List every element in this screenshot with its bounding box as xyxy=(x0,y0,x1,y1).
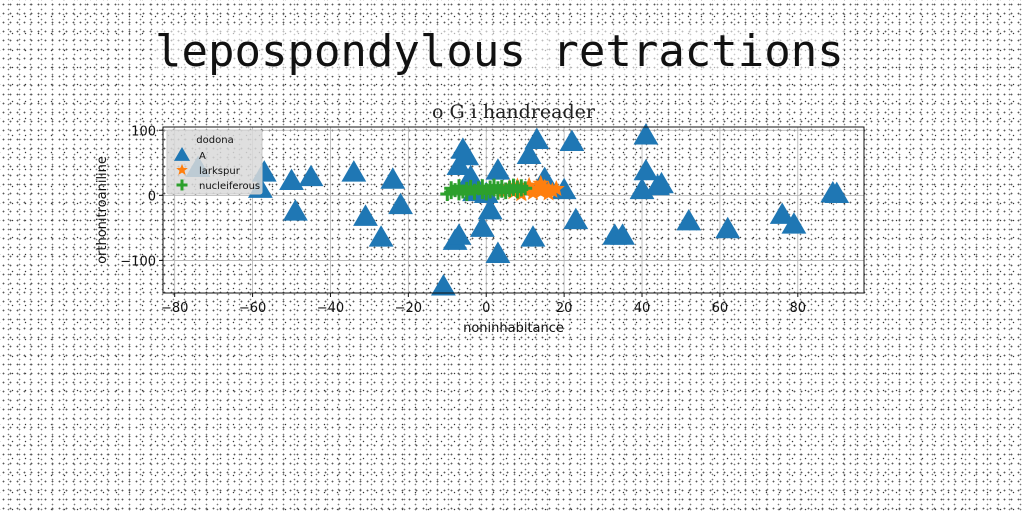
x-tick-label: −60 xyxy=(239,301,266,316)
data-point xyxy=(298,164,324,187)
data-point xyxy=(769,202,795,224)
x-tick-label: −40 xyxy=(317,301,344,316)
series-layer xyxy=(185,123,850,296)
data-point xyxy=(548,180,565,196)
y-tick-label: −100 xyxy=(120,254,156,269)
data-point xyxy=(516,142,542,164)
legend-label: larkspur xyxy=(199,166,241,177)
y-tick-label: 0 xyxy=(148,189,156,204)
legend-title: dodona xyxy=(196,135,233,146)
data-point xyxy=(283,199,308,221)
data-point xyxy=(649,171,674,194)
x-tick-label: 60 xyxy=(712,301,729,316)
data-point xyxy=(446,223,472,245)
data-point xyxy=(458,164,484,187)
data-point xyxy=(518,181,533,196)
legend-marker xyxy=(173,146,191,161)
data-point xyxy=(633,123,659,145)
legend-label: A xyxy=(199,151,206,162)
legend-marker xyxy=(176,163,188,175)
data-point xyxy=(469,215,495,237)
x-axis-label: noninhabitance xyxy=(463,321,564,336)
data-point xyxy=(388,192,413,215)
data-point xyxy=(563,207,589,230)
y-axis-label: orthonitroaniline xyxy=(95,156,110,264)
data-point xyxy=(520,225,546,247)
data-point xyxy=(520,176,538,193)
data-point xyxy=(781,212,807,234)
page-title: lepospondylous retractions xyxy=(155,26,844,77)
legend-box xyxy=(166,129,263,195)
legend-label: nucleiferous xyxy=(199,181,260,192)
data-point xyxy=(279,168,304,191)
data-point xyxy=(368,225,394,247)
x-tick-label: 20 xyxy=(556,301,573,316)
data-point xyxy=(715,216,741,239)
series-A xyxy=(185,123,850,296)
data-point xyxy=(431,274,456,296)
legend-marker xyxy=(176,179,188,191)
data-point xyxy=(485,158,511,180)
x-tick-label: −80 xyxy=(161,301,188,316)
data-point xyxy=(559,129,585,151)
plot-frame xyxy=(162,126,865,294)
data-point xyxy=(454,143,480,166)
y-tick-label: 100 xyxy=(131,124,156,139)
data-point xyxy=(824,181,850,204)
data-point xyxy=(676,208,702,231)
x-tick-label: −20 xyxy=(395,301,422,316)
data-point xyxy=(341,160,367,182)
data-point xyxy=(633,158,659,181)
chart-title: o G i handreader xyxy=(432,101,596,123)
series-nucleiferous xyxy=(440,178,533,202)
data-point xyxy=(380,167,406,189)
grid-layer xyxy=(163,127,864,293)
data-point xyxy=(353,204,378,226)
data-point xyxy=(485,241,511,263)
tick-layer: −80 −60 −40 −20 0 20 40 60 80 −100 0 100 xyxy=(120,124,806,316)
x-tick-label: 40 xyxy=(634,301,651,316)
data-point xyxy=(544,182,561,198)
data-point xyxy=(610,223,635,245)
plot-area xyxy=(163,127,864,293)
x-tick-label: 0 xyxy=(482,301,490,316)
data-point xyxy=(477,197,503,220)
data-point xyxy=(551,177,577,200)
x-tick-label: 80 xyxy=(790,301,807,316)
data-point xyxy=(524,127,550,150)
